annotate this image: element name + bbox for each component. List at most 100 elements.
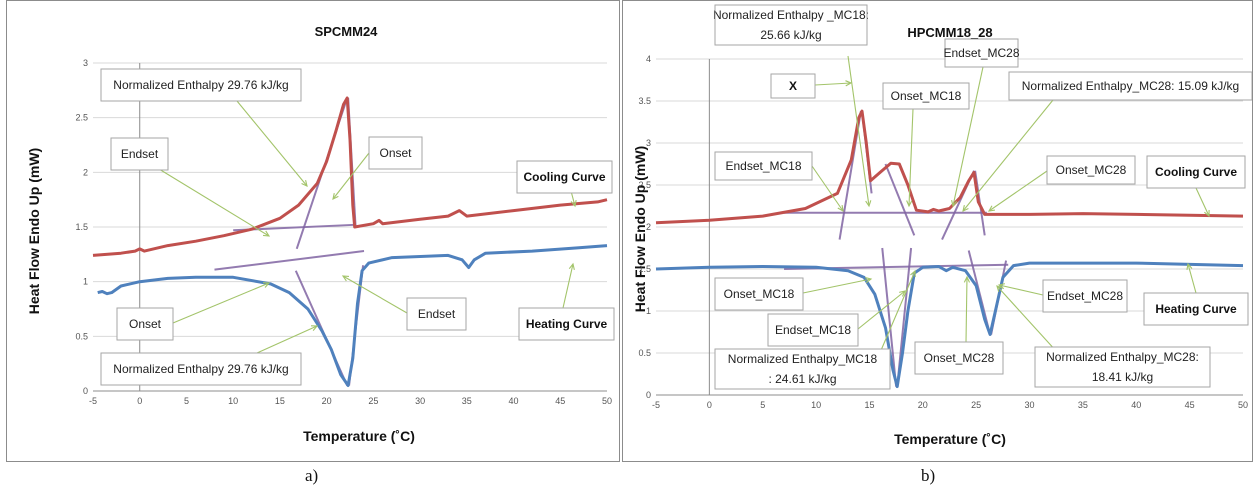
heating-curve-line: [97, 244, 608, 387]
annotation-box-bg: [715, 369, 890, 389]
annotation-label: Endset_MC18: [725, 159, 801, 173]
annotation-box: [714, 4, 868, 46]
annotation-box: [518, 307, 615, 341]
annotation-label: Onset_MC28: [924, 351, 995, 365]
annotation-box: [100, 68, 302, 102]
chart-a-ticks: 00.511.522.53-5 0 5 10 15 20 25 30 35 40 45 50: [75, 58, 612, 406]
annotation-arrowhead: [962, 205, 969, 212]
y-tick-label: 3: [83, 58, 88, 68]
y-tick-label: 1: [646, 306, 651, 316]
annotation-leader: [342, 275, 408, 314]
annotation-arrowhead: [996, 285, 1003, 292]
x-tick-label: 30: [1025, 400, 1035, 410]
annotation-leader: [962, 99, 1054, 212]
chart-a-svg: SPCMM24 Temperature (˚C) Heat Flow Endo …: [26, 24, 615, 444]
annotation-leader: [857, 290, 906, 330]
annotation-leader: [256, 325, 318, 354]
tangent-line: [214, 250, 365, 271]
tangent-line: [884, 163, 916, 236]
annotation-label: Endset_MC28: [1047, 289, 1123, 303]
y-tick-label: 1.5: [638, 264, 651, 274]
x-tick-label: 10: [228, 396, 238, 406]
annotation-label: Endset: [418, 307, 456, 321]
annotation-label: Onset_MC28: [1056, 163, 1127, 177]
annotation-leader: [847, 55, 870, 207]
x-tick-label: 35: [1078, 400, 1088, 410]
annotation-box: [1034, 346, 1211, 388]
annotation-box: [914, 341, 1004, 375]
y-tick-label: 3: [646, 138, 651, 148]
annotation-label: Endset: [121, 147, 159, 161]
annotation-label: Normalized Enthalpy _MC18:: [713, 8, 869, 22]
annotation-box: [110, 137, 169, 171]
chart-a-annotations: Normalized Enthalpy 29.76 kJ/kg Endset Ons…: [100, 68, 615, 386]
annotation-arrowhead: [906, 200, 913, 208]
chart-b-annotations: Normalized Enthalpy _MC18: 25.66 kJ/kg X En…: [713, 4, 1252, 390]
annotation-arrowhead: [1186, 262, 1193, 271]
annotation-label: Heating Curve: [1155, 302, 1237, 316]
x-tick-label: 5: [760, 400, 765, 410]
x-tick-label: 45: [1185, 400, 1195, 410]
annotation-arrowhead: [987, 205, 996, 212]
annotation-box: [100, 352, 302, 386]
annotation-arrowhead: [1204, 209, 1210, 218]
caption-b: b): [921, 466, 936, 485]
annotation-box: [116, 307, 174, 341]
annotation-arrowhead: [910, 269, 916, 278]
chart-a-series: [92, 96, 608, 387]
x-tick-label: 15: [275, 396, 285, 406]
annotation-arrowhead: [262, 282, 271, 288]
annotation-box: [944, 38, 1019, 68]
annotation-leader: [998, 284, 1044, 296]
annotation-label: Cooling Curve: [1155, 165, 1237, 179]
annotation-arrowhead: [951, 200, 958, 208]
annotation-box: [1146, 155, 1246, 189]
annotation-arrowhead: [568, 262, 575, 270]
annotation-label: Normalized Enthalpy_MC28: 15.09 kJ/kg: [1022, 79, 1239, 93]
y-tick-label: 4: [646, 54, 651, 64]
y-tick-label: 0: [646, 390, 651, 400]
y-tick-label: 2: [83, 167, 88, 177]
annotation-box-bg: [715, 5, 867, 25]
annotation-box: [1143, 292, 1249, 326]
chart-b-ylabel: Heat Flow Endo Up (mW): [632, 146, 648, 312]
x-tick-label: 25: [368, 396, 378, 406]
annotation-leader: [802, 278, 872, 294]
annotation-label: 25.66 kJ/kg: [760, 28, 821, 42]
y-tick-label: 2: [646, 222, 651, 232]
annotation-box: [767, 313, 859, 347]
annotation-label: Onset_MC18: [724, 287, 795, 301]
annotation-arrowhead: [845, 80, 853, 87]
annotation-box-bg: [1035, 367, 1210, 387]
annotation-leader: [172, 282, 270, 324]
annotation-arrowhead: [865, 276, 873, 284]
annotation-label: Endset_MC18: [775, 323, 851, 337]
annotation-arrowhead: [301, 180, 308, 187]
annotation-label: Onset: [379, 146, 412, 160]
x-tick-label: -5: [652, 400, 660, 410]
chart-a-title: SPCMM24: [315, 24, 379, 39]
x-tick-label: 10: [811, 400, 821, 410]
annotation-leader: [811, 165, 844, 212]
annotation-box-bg: [1035, 347, 1210, 367]
annotation-label: Heating Curve: [526, 317, 608, 331]
annotation-label: Onset_MC18: [891, 89, 962, 103]
chart-panel-b: HPCMM18_28 Temperature (˚C) Heat Flow En…: [622, 0, 1253, 462]
annotation-arrowhead: [570, 200, 577, 208]
annotation-box: [714, 348, 891, 390]
annotation-box-bg: [715, 349, 890, 369]
caption-a: a): [305, 466, 319, 485]
x-tick-label: 0: [137, 396, 142, 406]
annotation-leader: [562, 263, 574, 309]
chart-a-tangent-lines: [214, 97, 365, 386]
annotation-arrowhead: [310, 325, 319, 331]
x-tick-label: 15: [864, 400, 874, 410]
cooling-curve-line: [655, 109, 1244, 225]
annotation-leader: [1195, 187, 1210, 217]
x-tick-label: -5: [89, 396, 97, 406]
annotation-leader: [952, 66, 984, 207]
annotation-label: Normalized Enthalpy 29.76 kJ/kg: [113, 362, 288, 376]
annotation-arrowhead: [963, 275, 971, 283]
tangent-line: [881, 247, 898, 387]
x-tick-label: 5: [184, 396, 189, 406]
